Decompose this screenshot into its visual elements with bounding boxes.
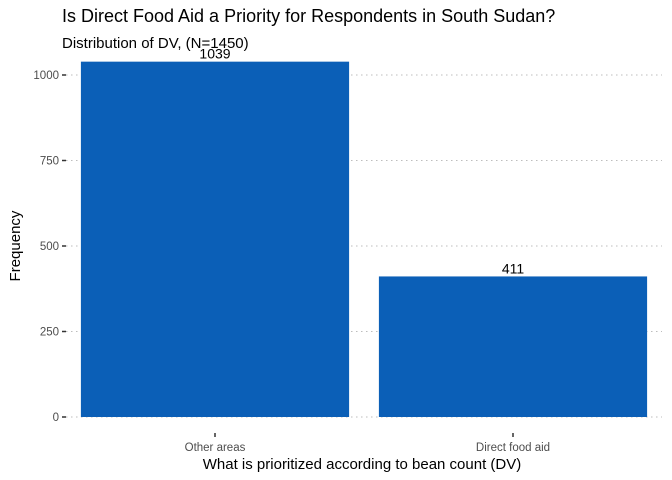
x-axis-title: What is prioritized according to bean co… [203, 456, 521, 473]
bars [80, 61, 648, 418]
chart-subtitle: Distribution of DV, (N=1450) [62, 35, 249, 52]
chart-title: Is Direct Food Aid a Priority for Respon… [62, 6, 555, 26]
bar-value-label: 411 [502, 260, 525, 276]
x-tick-label: Other areas [185, 442, 246, 454]
x-axis-ticks: Other areas Direct food aid [185, 433, 550, 454]
y-axis-title: Frequency [7, 210, 24, 281]
x-tick-label: Direct food aid [476, 442, 550, 454]
data-labels: 1039 411 [199, 46, 524, 277]
y-axis-ticks: 0 250 500 750 1000 [33, 70, 66, 424]
y-tick-label: 500 [40, 241, 59, 253]
y-tick-label: 750 [40, 156, 59, 168]
y-tick-label: 1000 [33, 70, 59, 82]
bar [80, 61, 350, 418]
bar [378, 276, 648, 417]
y-tick-label: 0 [53, 412, 59, 424]
bar-value-label: 1039 [199, 46, 230, 62]
y-tick-label: 250 [40, 327, 59, 339]
